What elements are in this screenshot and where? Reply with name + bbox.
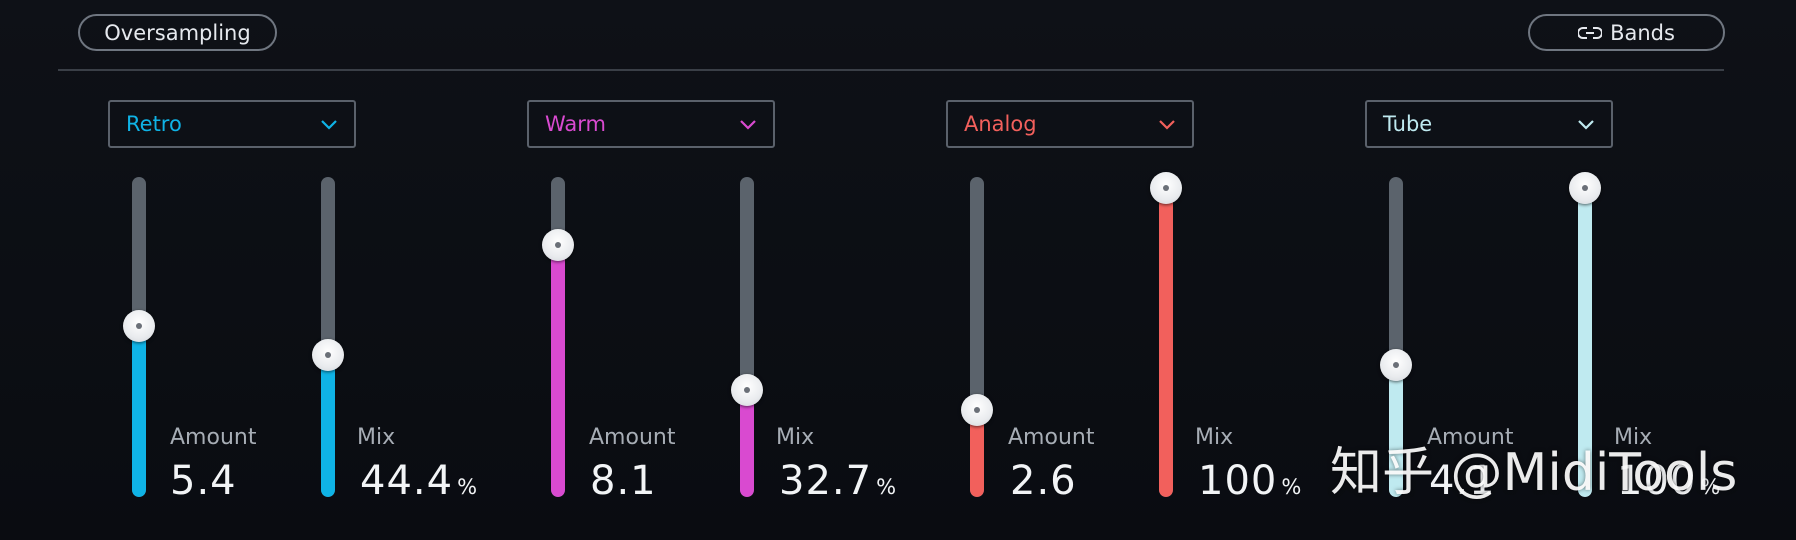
preset-dropdown-analog[interactable]: Analog — [946, 100, 1194, 148]
oversampling-label: Oversampling — [104, 20, 251, 45]
preset-label: Analog — [964, 112, 1037, 136]
amount-slider-fill — [1389, 365, 1403, 497]
preset-dropdown-retro[interactable]: Retro — [108, 100, 356, 148]
mix-slider-handle[interactable] — [312, 338, 344, 371]
amount-label: Amount — [589, 425, 676, 450]
mix-slider-analog[interactable] — [1159, 177, 1173, 497]
amount-value: 8.1 — [590, 458, 657, 504]
mix-slider-retro[interactable] — [321, 177, 335, 497]
oversampling-button[interactable]: Oversampling — [78, 14, 277, 51]
mix-label: Mix — [1195, 425, 1234, 450]
amount-slider-fill — [132, 326, 146, 497]
amount-slider-handle[interactable] — [1380, 349, 1412, 381]
amount-label: Amount — [1427, 425, 1514, 450]
amount-slider-handle[interactable] — [123, 310, 155, 342]
preset-dropdown-warm[interactable]: Warm — [527, 100, 775, 148]
mix-label: Mix — [357, 425, 396, 450]
amount-slider-analog[interactable] — [970, 177, 984, 497]
preset-label: Retro — [126, 112, 182, 136]
mix-slider-fill — [321, 354, 335, 497]
preset-label: Warm — [545, 112, 607, 136]
mix-value: 32.7% — [779, 458, 898, 504]
amount-value: 5.4 — [170, 458, 237, 504]
mix-slider-tube[interactable] — [1578, 177, 1592, 497]
preset-dropdown-tube[interactable]: Tube — [1365, 100, 1613, 148]
chevron-down-icon — [1159, 120, 1175, 130]
mix-slider-fill — [1578, 188, 1592, 497]
preset-label: Tube — [1383, 112, 1433, 136]
header-divider — [58, 69, 1724, 71]
amount-slider-tube[interactable] — [1389, 177, 1403, 497]
mix-slider-fill — [740, 389, 754, 497]
mix-label: Mix — [776, 425, 815, 450]
amount-slider-handle[interactable] — [961, 394, 993, 426]
amount-slider-warm[interactable] — [551, 177, 565, 497]
bands-button[interactable]: Bands — [1528, 14, 1725, 51]
mix-label: Mix — [1614, 425, 1653, 450]
mix-value: 100% — [1198, 458, 1303, 504]
mix-slider-handle[interactable] — [1150, 172, 1182, 204]
amount-value: 2.6 — [1010, 458, 1077, 504]
mix-slider-warm[interactable] — [740, 177, 754, 497]
chevron-down-icon — [321, 120, 337, 130]
bands-label: Bands — [1610, 20, 1675, 45]
mix-slider-handle[interactable] — [731, 373, 763, 406]
amount-label: Amount — [170, 425, 257, 450]
link-icon — [1578, 26, 1603, 39]
amount-value: 4.1 — [1429, 458, 1496, 504]
mix-value: 44.4% — [360, 458, 479, 504]
amount-slider-fill — [970, 410, 984, 497]
watermark: 知乎 @MidiTools — [1330, 443, 1738, 503]
chevron-down-icon — [740, 120, 756, 130]
amount-slider-fill — [551, 245, 565, 497]
amount-label: Amount — [1008, 425, 1095, 450]
mix-value: 100% — [1617, 458, 1722, 504]
amount-slider-handle[interactable] — [542, 229, 574, 261]
mix-slider-handle[interactable] — [1569, 172, 1601, 204]
mix-slider-fill — [1159, 188, 1173, 497]
chevron-down-icon — [1578, 120, 1594, 130]
